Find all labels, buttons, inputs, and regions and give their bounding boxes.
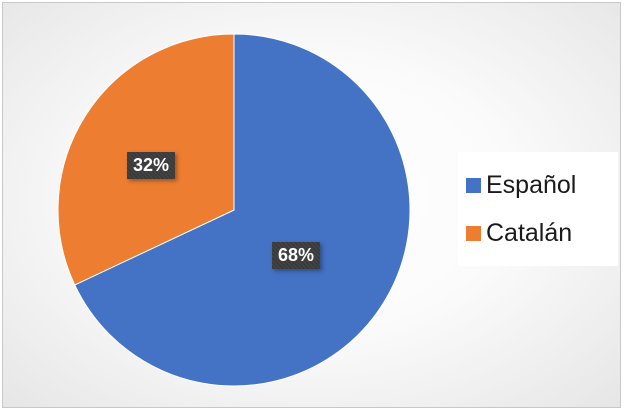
legend-item-catalan: Catalán (466, 219, 572, 248)
legend-label-catalan: Catalán (486, 219, 573, 247)
pie-slice-espanol (74, 33, 411, 387)
legend: Español Catalán (458, 152, 618, 266)
legend-item-espanol: Español (466, 171, 576, 200)
legend-label-espanol: Español (486, 171, 577, 199)
data-label-catalan: 32% (127, 152, 176, 179)
legend-swatch-catalan (466, 226, 481, 241)
legend-swatch-espanol (466, 178, 481, 193)
data-label-espanol: 68% (272, 242, 321, 269)
